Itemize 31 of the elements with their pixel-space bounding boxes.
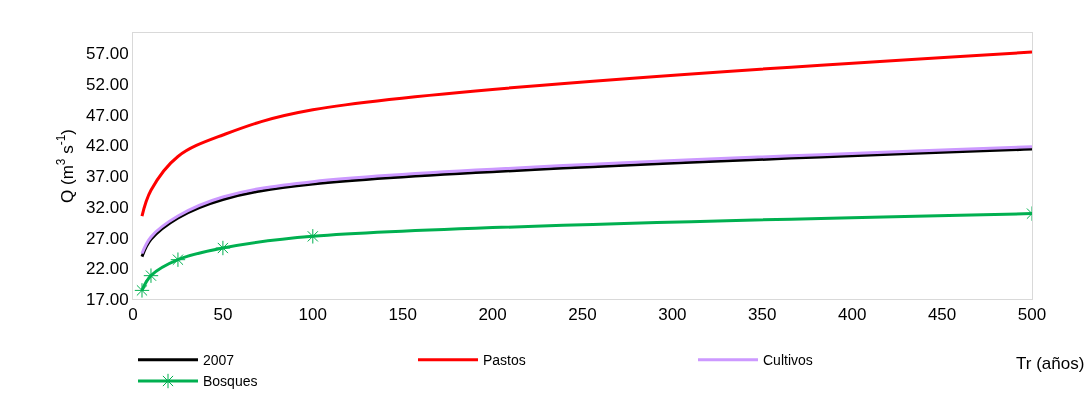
- line-series: [140, 50, 1032, 218]
- legend-label: Bosques: [203, 373, 258, 390]
- point: [305, 228, 321, 245]
- y-tick-label: 27.00: [86, 228, 129, 248]
- y-tick-label: 57.00: [86, 44, 129, 64]
- point: [215, 240, 231, 256]
- y-tick-label: 47.00: [86, 105, 129, 125]
- x-tick-label: 250: [568, 305, 597, 325]
- x-tick-label: 400: [838, 305, 867, 325]
- y-tick-label: 17.00: [86, 289, 129, 309]
- legend-label: Pastos: [483, 352, 526, 369]
- x-tick-label: 50: [213, 305, 233, 325]
- legend-label: 2007: [203, 352, 235, 369]
- x-tick-label: 100: [298, 305, 327, 325]
- y-tick-label: 22.00: [86, 259, 129, 279]
- x-tick-label: 0: [128, 305, 138, 325]
- point: [170, 251, 186, 268]
- x-tick-label: 450: [927, 305, 957, 325]
- x-tick-label: 300: [658, 305, 687, 325]
- point: [143, 267, 159, 284]
- point: [134, 282, 150, 299]
- x-tick-label: 200: [478, 305, 507, 325]
- legend-label: Cultivos: [763, 352, 813, 369]
- x-axis-title: Tr (años): [1016, 354, 1085, 373]
- y-tick-label: 42.00: [86, 136, 129, 156]
- y-tick-label: 52.00: [86, 74, 129, 94]
- x-tick-label: 350: [748, 305, 777, 325]
- x-tick-label: 150: [388, 305, 417, 325]
- y-tick-label: 37.00: [86, 167, 129, 187]
- y-tick-label: 32.00: [86, 197, 129, 217]
- x-tick-label: 500: [1017, 305, 1047, 325]
